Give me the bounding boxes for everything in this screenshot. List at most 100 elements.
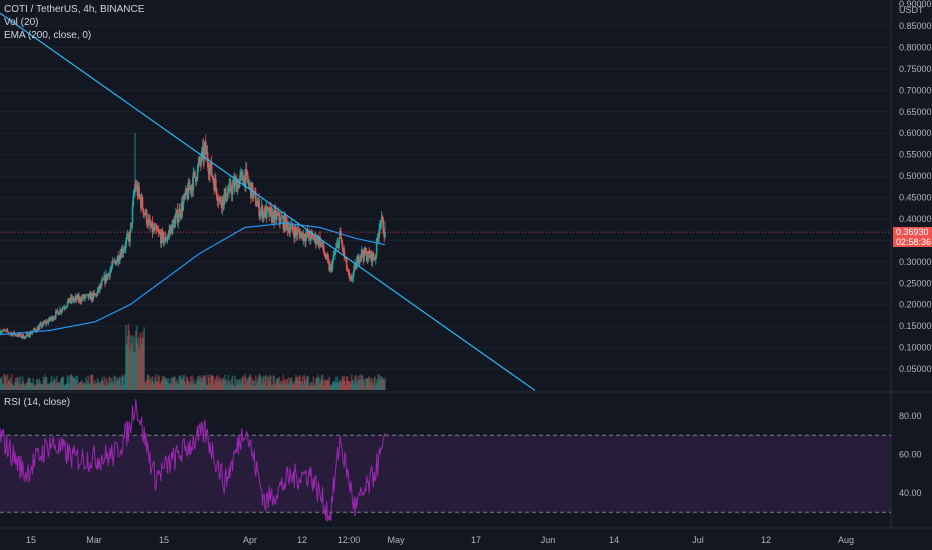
candle-body: [0, 332, 2, 334]
candle-body: [269, 207, 271, 217]
volume-bar: [178, 375, 180, 390]
candle-body: [49, 317, 51, 321]
candle-body: [245, 169, 248, 172]
volume-bar: [97, 380, 100, 390]
candle-body: [117, 255, 120, 263]
candle-body: [83, 295, 85, 299]
candle-body: [220, 198, 222, 205]
volume-bar: [241, 378, 244, 390]
volume-bar: [6, 374, 9, 390]
candle-body: [159, 232, 161, 235]
candle-body: [323, 250, 325, 254]
volume-bar: [265, 385, 268, 390]
volume-bar: [101, 376, 104, 390]
candle-body: [340, 230, 342, 239]
candle-body: [98, 286, 100, 290]
volume-bar: [251, 378, 254, 390]
candle-body: [119, 254, 121, 261]
volume-bar: [125, 344, 128, 390]
candle-body: [313, 238, 315, 241]
volume-bar: [356, 382, 359, 390]
volume-bar: [220, 382, 223, 390]
volume-bar: [289, 382, 291, 390]
volume-bar: [320, 379, 322, 390]
candle-body: [256, 203, 259, 207]
candle-body: [125, 237, 128, 241]
volume-bar: [161, 375, 164, 390]
candle-body: [275, 210, 277, 220]
volume-bar: [107, 385, 110, 390]
candle-body: [178, 208, 180, 218]
candle-body: [68, 298, 70, 303]
volume-bar: [151, 376, 154, 390]
volume-bar: [98, 383, 100, 390]
volume-bar: [147, 375, 150, 390]
volume-bar: [171, 377, 174, 390]
candle-body: [90, 293, 92, 301]
price-tick-label: 0.20000: [899, 300, 932, 310]
volume-bar: [129, 349, 131, 390]
candle-body: [372, 252, 375, 258]
volume-bar: [131, 335, 134, 390]
volume-bar: [118, 377, 120, 390]
candle-body: [325, 256, 327, 259]
candle-body: [254, 190, 256, 193]
candle-body: [130, 222, 133, 224]
volume-bar: [163, 375, 165, 390]
volume-bar: [355, 375, 357, 390]
candle-body: [338, 237, 340, 249]
candle-body: [200, 151, 203, 163]
volume-bar: [365, 378, 367, 390]
candle-body: [160, 230, 163, 244]
candle-body: [197, 163, 200, 167]
volume-bar: [82, 385, 85, 390]
volume-bar: [90, 374, 92, 390]
volume-bar: [348, 381, 350, 390]
candle-body: [320, 241, 323, 245]
candle-body: [115, 260, 118, 265]
volume-bar: [150, 383, 152, 390]
candle-body: [351, 278, 354, 280]
candle-body: [325, 254, 328, 259]
volume-bar: [54, 379, 56, 390]
candle-body: [155, 226, 157, 228]
candle-body: [22, 334, 25, 339]
candle-body: [85, 294, 87, 298]
candle-body: [331, 260, 334, 270]
volume-bar: [0, 376, 3, 390]
candle-body: [302, 233, 305, 240]
candle-body: [195, 179, 198, 182]
volume-bar: [205, 384, 208, 390]
candle-body: [144, 212, 146, 215]
price-tick-label: 0.80000: [899, 42, 932, 52]
candle-body: [6, 329, 9, 332]
candle-body: [222, 196, 225, 206]
volume-bar: [320, 375, 323, 390]
volume-bar: [333, 380, 335, 390]
candle-body: [101, 279, 104, 282]
candle-body: [123, 248, 125, 251]
candle-body: [293, 232, 295, 239]
candle-body: [142, 208, 145, 215]
candle-body: [160, 234, 162, 244]
time-tick-label: Jul: [692, 535, 704, 545]
volume-bar: [207, 374, 210, 390]
volume-bar: [257, 377, 260, 390]
candle-body: [219, 197, 221, 199]
candle-body: [244, 175, 246, 186]
volume-bar: [313, 383, 315, 390]
volume-bar: [271, 384, 274, 390]
volume-bar: [165, 378, 168, 390]
volume-bar: [25, 383, 27, 390]
candle-body: [328, 261, 330, 271]
candle-body: [346, 268, 349, 272]
volume-bar: [49, 383, 51, 390]
volume-bar: [360, 374, 363, 390]
volume-bar: [197, 376, 200, 390]
candle-body: [89, 293, 91, 295]
candle-body: [54, 317, 56, 319]
legend-ema: EMA (200, close, 0): [4, 30, 92, 41]
candle-body: [40, 323, 42, 325]
